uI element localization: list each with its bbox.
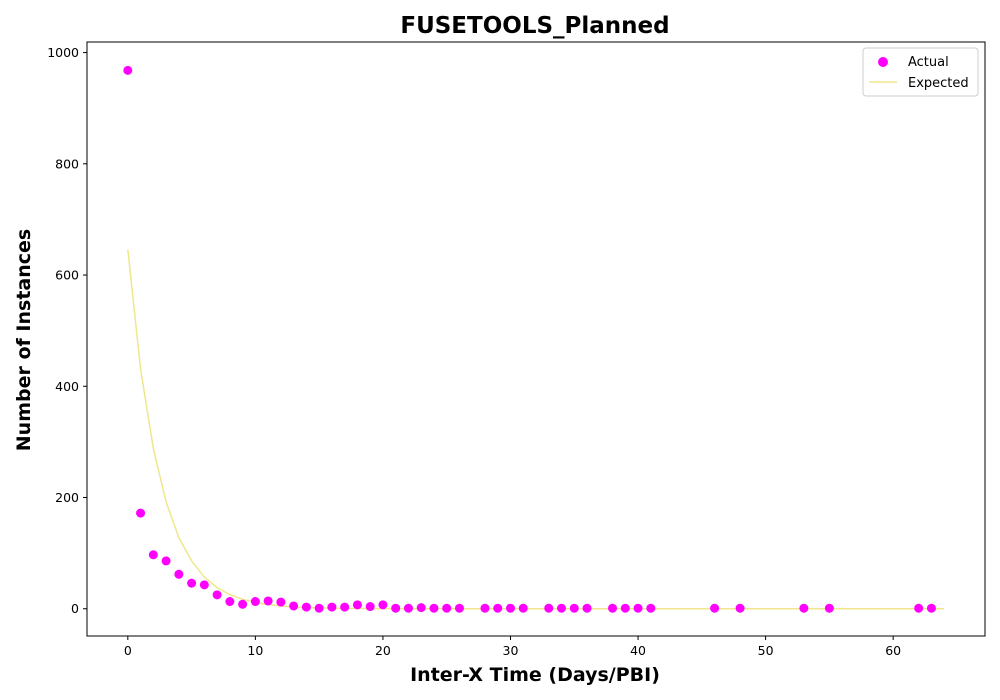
- data-point-actual: [250, 597, 260, 607]
- data-point-actual: [352, 600, 362, 610]
- data-point-actual: [263, 596, 273, 606]
- data-point-actual: [327, 602, 337, 612]
- data-point-actual: [289, 601, 299, 611]
- data-point-actual: [493, 603, 503, 613]
- data-point-actual: [340, 602, 350, 612]
- data-point-actual: [238, 599, 248, 609]
- data-point-actual: [199, 580, 209, 590]
- series-line-expected: [127, 249, 945, 610]
- x-tick-label: 50: [758, 643, 774, 658]
- legend-label-actual: Actual: [908, 55, 949, 70]
- y-tick-label: 600: [55, 268, 79, 283]
- data-point-actual: [187, 578, 197, 588]
- data-point-actual: [799, 603, 809, 613]
- data-point-actual: [378, 600, 388, 610]
- x-tick-label: 10: [247, 643, 263, 658]
- data-point-actual: [480, 603, 490, 613]
- data-point-actual: [314, 603, 324, 613]
- chart-title: FUSETOOLS_Planned: [400, 13, 669, 39]
- data-point-actual: [582, 603, 592, 613]
- data-point-actual: [429, 603, 439, 613]
- y-tick-label: 200: [55, 490, 79, 505]
- data-point-actual: [454, 603, 464, 613]
- x-tick-label: 60: [885, 643, 901, 658]
- data-point-actual: [416, 603, 426, 613]
- data-point-actual: [824, 603, 834, 613]
- x-axis-title: Inter-X Time (Days/PBI): [410, 664, 660, 686]
- data-point-actual: [646, 603, 656, 613]
- data-point-actual: [276, 597, 286, 607]
- x-tick-label: 0: [124, 643, 132, 658]
- data-point-actual: [391, 603, 401, 613]
- plot-frame: [86, 41, 986, 637]
- data-point-actual: [403, 603, 413, 613]
- data-point-actual: [914, 603, 924, 613]
- plot-area: [123, 65, 945, 613]
- data-point-actual: [301, 602, 311, 612]
- data-point-actual: [518, 603, 528, 613]
- data-point-actual: [212, 590, 222, 600]
- data-point-actual: [608, 603, 618, 613]
- y-tick-label: 400: [55, 379, 79, 394]
- data-point-actual: [123, 65, 133, 75]
- data-point-actual: [735, 603, 745, 613]
- data-point-actual: [148, 550, 158, 560]
- data-point-actual: [225, 597, 235, 607]
- y-tick-label: 1000: [47, 45, 79, 60]
- legend: Actual Expected: [862, 47, 979, 97]
- data-point-actual: [174, 569, 184, 579]
- data-point-actual: [926, 603, 936, 613]
- legend-marker-actual: [878, 57, 888, 67]
- data-point-actual: [544, 603, 554, 613]
- data-point-actual: [136, 508, 146, 518]
- legend-label-expected: Expected: [908, 76, 969, 91]
- data-point-actual: [710, 603, 720, 613]
- data-point-actual: [505, 603, 515, 613]
- x-tick-label: 40: [630, 643, 646, 658]
- data-point-actual: [365, 602, 375, 612]
- data-point-actual: [620, 603, 630, 613]
- x-tick-label: 30: [503, 643, 519, 658]
- data-point-actual: [569, 603, 579, 613]
- y-axis-title: Number of Instances: [13, 229, 35, 451]
- y-tick-label: 0: [71, 601, 79, 616]
- x-tick-label: 20: [375, 643, 391, 658]
- legend-frame: [862, 47, 979, 97]
- data-point-actual: [161, 556, 171, 566]
- data-point-actual: [557, 603, 567, 613]
- data-point-actual: [442, 603, 452, 613]
- data-point-actual: [633, 603, 643, 613]
- y-tick-label: 800: [55, 156, 79, 171]
